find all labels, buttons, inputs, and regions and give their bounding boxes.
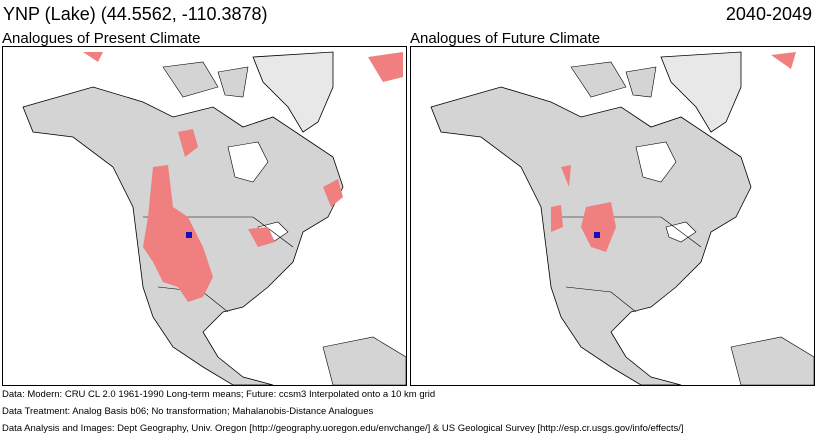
present-map-svg <box>22 51 406 385</box>
analogue-area <box>178 129 198 157</box>
footer-data-treatment: Data Treatment: Analog Basis b06; No tra… <box>2 406 374 417</box>
time-period: 2040-2049 <box>725 4 812 24</box>
analogue-areas-present <box>83 52 403 302</box>
analogue-area <box>551 205 563 232</box>
analogue-area <box>771 52 796 69</box>
analogue-area <box>83 52 103 62</box>
analogue-areas-future <box>551 52 796 252</box>
south-america-land <box>730 336 814 385</box>
analogue-area <box>248 227 275 247</box>
analogue-area <box>368 52 403 82</box>
present-climate-map <box>2 46 407 386</box>
us-mexico-border <box>565 286 637 313</box>
arctic-islands <box>162 61 249 98</box>
site-marker <box>594 232 600 238</box>
analogue-area <box>581 202 616 252</box>
footer-credits: Data Analysis and Images: Dept Geography… <box>2 423 684 434</box>
greenland-land <box>660 51 742 133</box>
analogue-area <box>323 179 343 207</box>
arctic-islands <box>570 61 657 98</box>
hudson-bay <box>635 141 677 183</box>
hudson-bay <box>227 141 269 183</box>
footer-data-source: Data: Modern: CRU CL 2.0 1961-1990 Long-… <box>2 389 436 400</box>
south-america-land <box>322 336 406 385</box>
present-map-title: Analogues of Present Climate <box>2 30 201 47</box>
site-marker <box>186 232 192 238</box>
site-title: YNP (Lake) (44.5562, -110.3878) <box>3 4 268 24</box>
analogue-area <box>561 165 571 187</box>
greenland-land <box>252 51 334 133</box>
analogue-area <box>143 165 213 302</box>
future-climate-map <box>410 46 815 386</box>
future-map-title: Analogues of Future Climate <box>410 30 601 47</box>
future-map-svg <box>430 51 814 385</box>
